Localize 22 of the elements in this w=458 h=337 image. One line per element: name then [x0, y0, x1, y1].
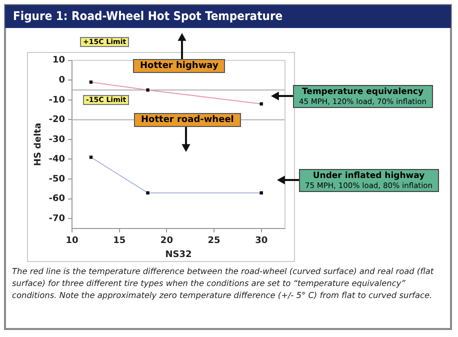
annotation: Hotter highway	[133, 59, 226, 73]
y-tick-label: 10	[52, 56, 66, 66]
x-tick-label: 15	[113, 236, 126, 246]
x-axis-title: NS32	[165, 250, 192, 260]
y-tick-label: -50	[48, 174, 66, 184]
x-tick-label: 25	[208, 236, 220, 246]
x-tick-label: 20	[160, 236, 173, 246]
legend-label: Under inflated highway	[312, 171, 426, 181]
y-axis-title: HS delta	[34, 122, 44, 166]
legend-label: Temperature equivalency	[301, 87, 425, 97]
x-tick-label: 10	[66, 236, 78, 246]
y-tick-label: -10	[48, 95, 66, 106]
x-tick-label: 30	[255, 236, 268, 246]
y-tick-label: -20	[48, 115, 66, 126]
y-tick-label: 0	[58, 76, 66, 86]
text: The red line is the temperature difference between the road-wheel (curved surface) and real road (flat surface) for three different tire types when the conditions are set to “temperature equivalency” conditions. Note the approximately zero temperature difference (+/- 5° C) from flat to curved surface.	[12, 265, 435, 301]
y-tick-label: -40	[48, 154, 66, 165]
y-tick-label: -70	[48, 214, 66, 224]
y-tick-label: -60	[48, 194, 66, 204]
chart-title: Figure 1: Road-Wheel Hot Spot Temperature	[5, 5, 451, 28]
y-tick-label: -30	[48, 134, 66, 145]
annotation: Hotter road-wheel	[134, 113, 241, 127]
